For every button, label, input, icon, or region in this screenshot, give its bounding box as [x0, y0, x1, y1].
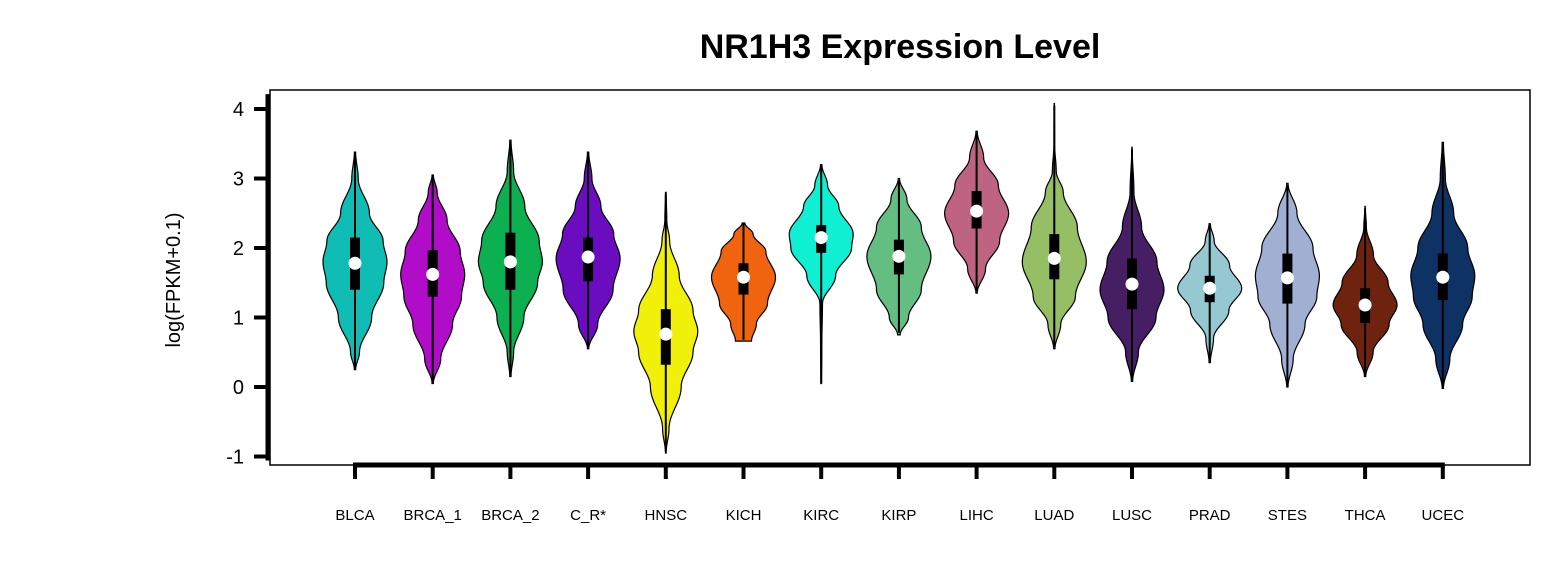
violin-median-point [892, 249, 906, 263]
y-tick-label: -1 [226, 447, 244, 469]
x-tick-label: BLCA [335, 507, 374, 524]
violin-median-point [426, 267, 440, 281]
violin-kirp [866, 177, 932, 336]
violin-lihc [944, 130, 1010, 294]
violin-median-point [1047, 251, 1061, 265]
chart-title: NR1H3 Expression Level [700, 28, 1101, 66]
x-tick-label: KIRP [881, 507, 916, 524]
violin-median-point [814, 231, 828, 245]
violin-median-point [1203, 281, 1217, 295]
violin-median-point [737, 270, 750, 284]
y-tick-label: 0 [233, 377, 244, 399]
x-tick-label: THCA [1345, 507, 1386, 524]
x-axis: BLCA BRCA_1 BRCA_2 C_R* HNSC KICH KIRC KIRP LIHC… [335, 462, 1465, 524]
y-tick-label: 4 [233, 99, 244, 121]
violin-median-point [1436, 270, 1450, 284]
x-tick-label: HNSC [645, 507, 688, 524]
violin-lusc [1099, 146, 1165, 383]
violin-ucec [1410, 141, 1476, 389]
violin-prad [1177, 223, 1243, 364]
violin-brca-1 [400, 174, 466, 385]
violin-median-point [503, 255, 517, 269]
violin-median-point [970, 204, 984, 218]
x-tick-label: BRCA_2 [481, 507, 539, 524]
violin-luad [1021, 102, 1087, 350]
violin-median-point [1280, 271, 1294, 285]
x-tick-label: STES [1268, 507, 1307, 524]
violin-median-point [348, 256, 362, 270]
y-tick-label: 1 [233, 308, 244, 330]
violin-median-point [1358, 298, 1372, 312]
violins [322, 102, 1476, 454]
y-axis-label: log(FPKM+0.1) [163, 212, 185, 347]
violin-stes [1254, 182, 1320, 388]
violin-blca [322, 151, 388, 371]
violin-c-r- [555, 151, 621, 350]
x-tick-label: KIRC [803, 507, 839, 524]
x-tick-label: UCEC [1422, 507, 1465, 524]
violin-kirc [788, 164, 854, 385]
violin-median-point [1125, 277, 1139, 291]
violin-median-point [581, 250, 595, 264]
y-axis: -1 0 1 2 3 4 [226, 94, 271, 469]
violin-median-point [659, 327, 673, 341]
x-tick-label: BRCA_1 [404, 507, 462, 524]
y-tick-label: 3 [233, 169, 244, 191]
violin-kich [710, 222, 777, 342]
x-tick-label: LUAD [1034, 507, 1074, 524]
y-tick-label: 2 [233, 238, 244, 260]
x-tick-label: LUSC [1112, 507, 1152, 524]
violin-brca-2 [477, 139, 544, 378]
x-tick-label: C_R* [570, 507, 606, 524]
x-tick-label: PRAD [1189, 507, 1231, 524]
violin-thca [1332, 205, 1398, 378]
violin-hnsc [633, 191, 699, 454]
x-tick-label: LIHC [960, 507, 994, 524]
x-tick-label: KICH [726, 507, 762, 524]
